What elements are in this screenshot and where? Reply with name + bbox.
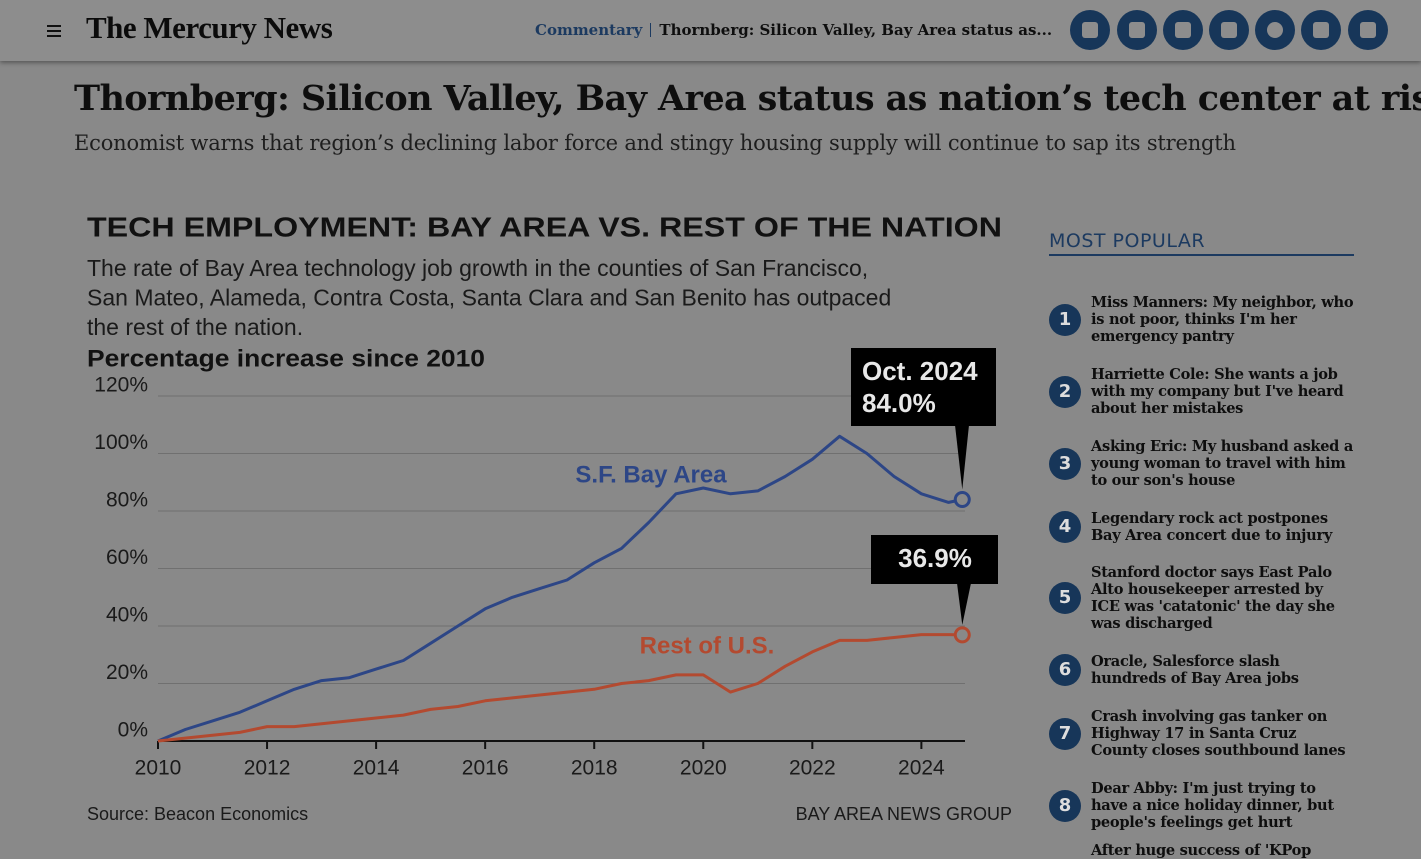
popular-title: Crash involving gas tanker on Highway 17… <box>1091 708 1346 759</box>
end-marker <box>953 491 971 508</box>
separator <box>650 23 652 37</box>
share-reddit[interactable] <box>1255 10 1295 50</box>
top-bar: The Mercury News Commentary Thornberg: Si… <box>0 0 1421 61</box>
series-line <box>157 633 963 743</box>
share-email[interactable] <box>1209 10 1249 50</box>
end-marker <box>953 626 971 644</box>
popular-item[interactable]: 8 Dear Abby: I'm just trying to have a ni… <box>1049 780 1354 831</box>
print-button[interactable] <box>1163 10 1203 50</box>
popular-item[interactable]: 4 Legendary rock act postpones Bay Area c… <box>1049 510 1354 544</box>
rank-badge: 3 <box>1049 447 1081 480</box>
y-tick-label: 120% <box>94 374 148 397</box>
callout-value: 84.0% <box>862 388 936 418</box>
callout-date: Oct. 2024 <box>862 356 978 386</box>
x-tick-label: 2022 <box>789 757 836 780</box>
breadcrumb: Commentary Thornberg: Silicon Valley, Bay… <box>535 21 1052 39</box>
rank-badge: 2 <box>1049 375 1081 408</box>
popular-title: After huge success of 'KPop <box>1091 842 1311 859</box>
y-tick-label: 0% <box>118 719 148 742</box>
chart-credit: BAY AREA NEWS GROUP <box>796 804 1012 824</box>
rank-badge: 1 <box>1049 303 1081 336</box>
chart-subtitle: the rest of the nation. <box>87 314 303 340</box>
rank-badge: 5 <box>1049 582 1081 614</box>
popular-item[interactable]: 7 Crash involving gas tanker on Highway 1… <box>1049 708 1354 759</box>
share-facebook[interactable] <box>1070 10 1110 50</box>
callout-value: 36.9% <box>898 543 972 573</box>
popular-item[interactable]: 6 Oracle, Salesforce slash hundreds of Ba… <box>1049 653 1354 687</box>
x-tick-label: 2012 <box>244 757 291 780</box>
gift-button[interactable] <box>1348 10 1388 50</box>
series-label: S.F. Bay Area <box>575 461 727 488</box>
x-tick-label: 2024 <box>898 757 945 780</box>
series-label: Rest of U.S. <box>640 632 775 659</box>
y-tick-label: 20% <box>106 661 148 684</box>
y-axis-label: Percentage increase since 2010 <box>87 345 485 372</box>
popular-title: Miss Manners: My neighbor, who is not po… <box>1091 294 1354 345</box>
menu-button[interactable] <box>47 25 61 40</box>
section-link[interactable]: Commentary <box>535 21 643 39</box>
callout-box <box>871 535 998 584</box>
most-popular-heading: MOST POPULAR <box>1049 230 1354 256</box>
x-tick-label: 2016 <box>462 757 509 780</box>
popular-title: Oracle, Salesforce slash hundreds of Bay… <box>1091 653 1299 687</box>
x-tick-label: 2010 <box>135 757 182 780</box>
series-line <box>157 434 963 743</box>
logo[interactable]: The Mercury News <box>86 10 333 45</box>
chart-title: TECH EMPLOYMENT: BAY AREA VS. REST OF TH… <box>87 211 1002 242</box>
breadcrumb-title: Thornberg: Silicon Valley, Bay Area stat… <box>659 21 1053 39</box>
rank-badge: 4 <box>1049 511 1081 543</box>
chart-subtitle: The rate of Bay Area technology job grow… <box>87 255 868 281</box>
x-tick-label: 2020 <box>680 757 727 780</box>
headline: Thornberg: Silicon Valley, Bay Area stat… <box>74 78 1421 119</box>
callout-box <box>851 348 996 426</box>
y-tick-label: 80% <box>106 489 148 512</box>
chart: TECH EMPLOYMENT: BAY AREA VS. REST OF TH… <box>87 211 1012 824</box>
popular-item[interactable]: 3 Asking Eric: My husband asked a young w… <box>1049 438 1354 489</box>
popular-item[interactable]: 5 Stanford doctor says East Palo Alto hou… <box>1049 564 1354 632</box>
popular-title: Legendary rock act postpones Bay Area co… <box>1091 510 1333 544</box>
chart-subtitle: San Mateo, Alameda, Contra Costa, Santa … <box>87 285 891 311</box>
popular-item[interactable]: 1 Miss Manners: My neighbor, who is not p… <box>1049 294 1354 345</box>
popular-title: Harriette Cole: She wants a job with my … <box>1091 366 1344 417</box>
x-tick-label: 2014 <box>353 757 400 780</box>
subheadline: Economist warns that region’s declining … <box>74 131 1236 155</box>
y-tick-label: 40% <box>106 604 148 627</box>
callout-pointer <box>957 583 971 625</box>
y-tick-label: 60% <box>106 546 148 569</box>
x-tick-label: 2018 <box>571 757 618 780</box>
popular-item[interactable]: 2 Harriette Cole: She wants a job with my… <box>1049 366 1354 417</box>
callout-pointer <box>955 425 969 490</box>
y-tick-label: 100% <box>94 431 148 454</box>
popular-title: Stanford doctor says East Palo Alto hous… <box>1091 564 1335 632</box>
popular-item[interactable]: After huge success of 'KPop <box>1049 842 1354 859</box>
rank-badge: 7 <box>1049 717 1081 750</box>
rank-badge: 8 <box>1049 789 1081 822</box>
share-bluesky[interactable] <box>1117 10 1157 50</box>
chart-source: Source: Beacon Economics <box>87 804 308 824</box>
popular-title: Asking Eric: My husband asked a young wo… <box>1091 438 1354 489</box>
share-x[interactable] <box>1301 10 1341 50</box>
rank-badge: 6 <box>1049 654 1081 686</box>
popular-title: Dear Abby: I'm just trying to have a nic… <box>1091 780 1334 831</box>
